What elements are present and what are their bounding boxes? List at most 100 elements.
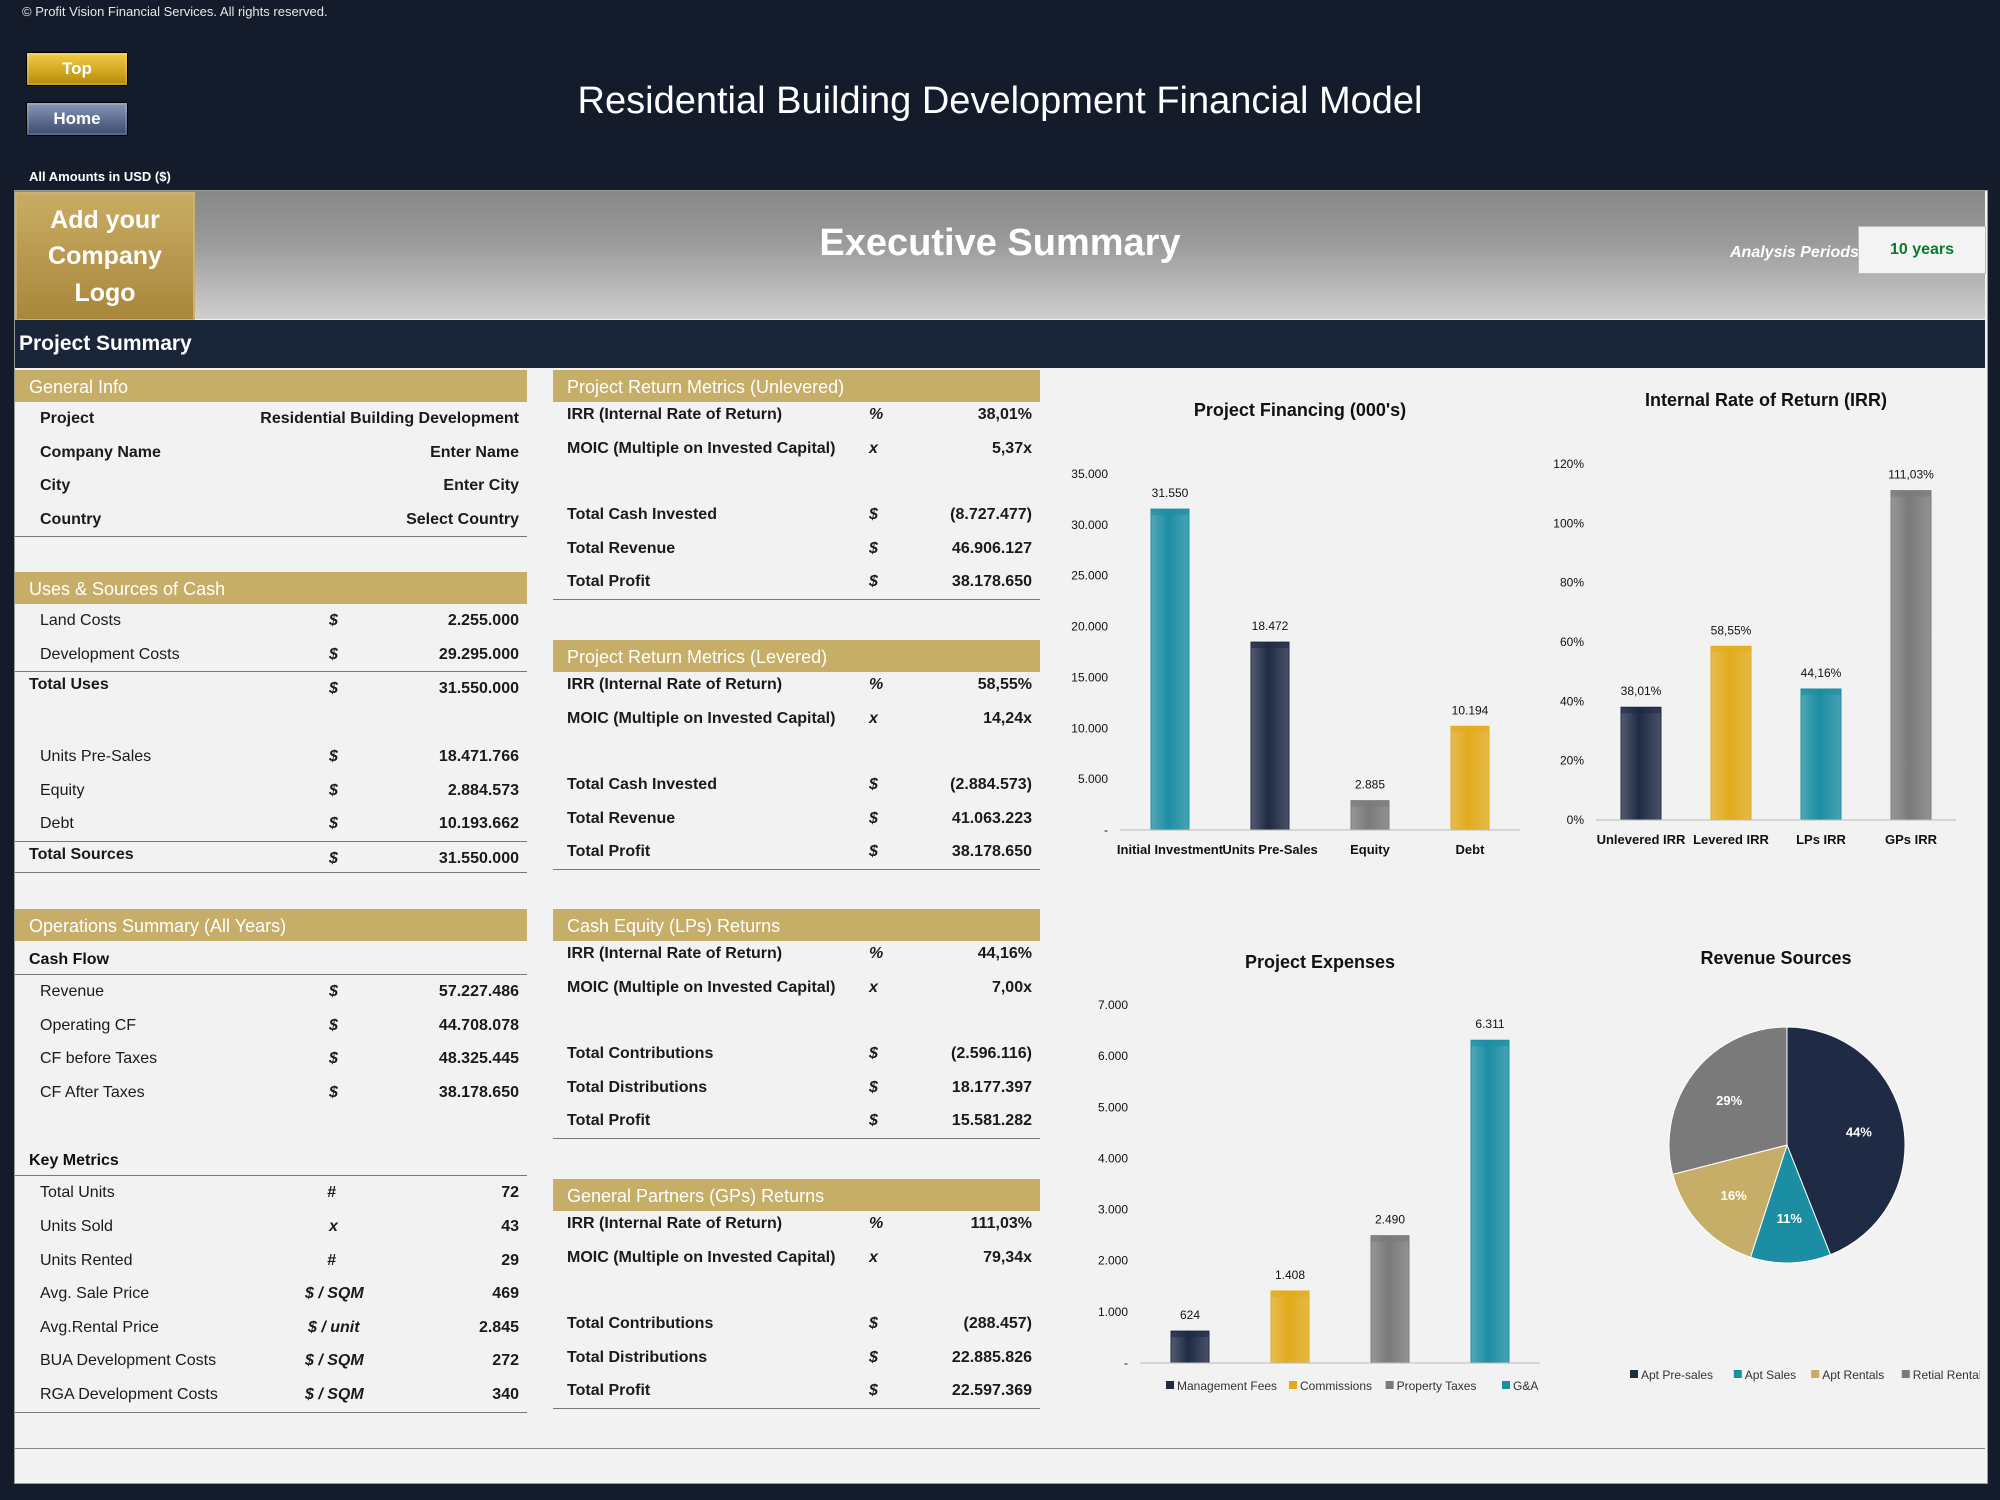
row-value: 340 (492, 1385, 519, 1403)
row-unit: $ / SQM (305, 1285, 364, 1303)
bar (1710, 645, 1752, 821)
expenses-chart-title: Project Expenses (1244, 952, 1396, 972)
key-metrics-label: Key Metrics (29, 1152, 119, 1170)
cashflow-row: Revenue $57.227.486 (15, 975, 527, 1009)
legend-swatch (1289, 1381, 1297, 1389)
cashflow-label: Cash Flow (29, 951, 110, 968)
y-tick-label: 100% (1553, 516, 1584, 530)
row-label: Equity (40, 781, 85, 799)
row-value: 15.581.282 (951, 1112, 1032, 1130)
row-label: City (40, 477, 71, 495)
uses-sources-header: Uses & Sources of Cash (15, 572, 527, 604)
row-label: MOIC (Multiple on Invested Capital) (567, 978, 836, 996)
row-value[interactable]: Enter City (443, 477, 519, 495)
levered-row-irr: IRR (Internal Rate of Return)% 58,55% (553, 668, 1040, 702)
row-label: Total Distributions (567, 1348, 708, 1366)
sources-row-equity: Equity $2.884.573 (15, 774, 527, 808)
data-label: 38,01% (1621, 684, 1662, 698)
lps-row-profit: Total Profit $15.581.282 (553, 1104, 1040, 1139)
row-label: Total Cash Invested (567, 776, 717, 794)
row-value: (2.596.116) (951, 1045, 1032, 1063)
top-button[interactable]: Top (26, 52, 128, 86)
row-label: Total Distributions (567, 1078, 708, 1096)
row-unit: $ (869, 1078, 878, 1096)
lps-row-moic: MOIC (Multiple on Invested Capital) x 7,00… (553, 971, 1040, 1005)
category-label: Debt (1456, 842, 1486, 857)
row-label: Total Profit (567, 1382, 651, 1400)
sources-row-debt: Debt $10.193.662 (15, 807, 527, 842)
category-label: LPs IRR (1796, 832, 1846, 847)
home-button[interactable]: Home (26, 102, 128, 136)
row-unit: $ (329, 1083, 338, 1101)
unlevered-row-moic: MOIC (Multiple on Invested Capital) x 5,37… (553, 432, 1040, 466)
row-unit: x (329, 1217, 338, 1235)
row-label: MOIC (Multiple on Invested Capital) (567, 1248, 836, 1266)
sources-row-total: Total Sources $31.550.000 (15, 842, 527, 873)
y-tick-label: 6.000 (1098, 1049, 1128, 1063)
row-label: Total Units (40, 1184, 115, 1202)
pie-slice (1786, 1026, 1906, 1256)
row-value: 2.845 (478, 1318, 519, 1336)
row-unit: x (869, 709, 878, 727)
row-unit: x (869, 439, 878, 457)
levered-section: Project Return Metrics (Levered) IRR (In… (553, 640, 1040, 870)
analysis-periods-value[interactable]: 10 years (1858, 226, 1986, 274)
row-value: 58,55% (977, 676, 1032, 693)
category-label: Units Pre-Sales (1222, 842, 1317, 857)
data-label: 10.194 (1452, 703, 1489, 717)
y-tick-label: 25.000 (1071, 569, 1108, 583)
y-tick-label: 0% (1567, 813, 1585, 827)
row-label: Units Pre-Sales (40, 748, 152, 766)
row-value: 44.708.078 (438, 1016, 519, 1034)
unlevered-row-irr: IRR (Internal Rate of Return)% 38,01% (553, 398, 1040, 432)
row-value: 2.255.000 (447, 612, 519, 629)
data-label: 18.472 (1252, 619, 1289, 633)
category-label: Initial Investment (1117, 842, 1224, 857)
y-tick-label: 5.000 (1098, 1100, 1128, 1114)
gps-section: General Partners (GPs) Returns IRR (Inte… (553, 1179, 1040, 1409)
data-label: 1.408 (1275, 1268, 1305, 1282)
row-value: 57.227.486 (438, 983, 519, 1000)
pie-label: 16% (1721, 1188, 1747, 1203)
row-label: Total Revenue (567, 809, 676, 827)
y-tick-label: 35.000 (1071, 467, 1108, 481)
row-value: (2.884.573) (950, 776, 1032, 794)
row-value[interactable]: Select Country (406, 510, 519, 528)
unlevered-row-invested: Total Cash Invested $ (8.727.477) (553, 498, 1040, 532)
expenses-chart: - 1.000 2.000 3.000 4.000 5.000 6.000 7.000 624 1… (1098, 998, 1540, 1393)
executive-summary-title: Executive Summary (819, 222, 1181, 264)
bar (1250, 641, 1290, 831)
row-value[interactable]: Enter Name (430, 443, 519, 461)
row-unit: $ (869, 809, 878, 827)
financing-chart-title: Project Financing (000's) (1193, 400, 1407, 420)
row-value: 38.178.650 (951, 843, 1032, 861)
row-label: Company Name (40, 443, 161, 461)
data-label: 58,55% (1711, 623, 1752, 637)
copyright-text: © Profit Vision Financial Services. All … (22, 4, 328, 19)
row-unit: $ (869, 1315, 878, 1333)
gps-row-distributions: Total Distributions $22.885.826 (553, 1341, 1040, 1375)
row-unit: $ / SQM (305, 1352, 364, 1370)
y-tick-label: 80% (1560, 576, 1584, 590)
page-title: Residential Building Development Financi… (577, 80, 1423, 122)
info-row-company: Company Name Enter Name (15, 436, 527, 470)
metric-row: Total Units #72 (15, 1176, 527, 1210)
row-label: MOIC (Multiple on Invested Capital) (567, 709, 836, 727)
row-value: 31.550.000 (438, 849, 519, 867)
sources-row-presales: Units Pre-Sales $18.471.766 (15, 740, 527, 774)
metric-row: RGA Development Costs $ / SQM 340 (15, 1378, 527, 1413)
bar (1620, 706, 1662, 821)
row-value[interactable]: Residential Building Development (260, 410, 519, 427)
legend-swatch (1901, 1370, 1910, 1378)
company-logo-placeholder[interactable]: Add your Company Logo (15, 192, 195, 321)
key-metrics-subheader: Key Metrics (15, 1142, 527, 1177)
cashflow-row: CF After Taxes $38.178.650 (15, 1076, 527, 1110)
metric-row: Units Rented #29 (15, 1244, 527, 1278)
uses-row-development: Development Costs $29.295.000 (15, 638, 527, 673)
pie-label: 11% (1777, 1211, 1803, 1226)
legend-swatch (1811, 1370, 1820, 1378)
row-value: 7,00x (991, 978, 1032, 996)
legend-label: Apt Sales (1745, 1368, 1796, 1382)
levered-row-invested: Total Cash Invested $ (2.884.573) (553, 768, 1040, 802)
lps-header: Cash Equity (LPs) Returns (553, 909, 1040, 941)
